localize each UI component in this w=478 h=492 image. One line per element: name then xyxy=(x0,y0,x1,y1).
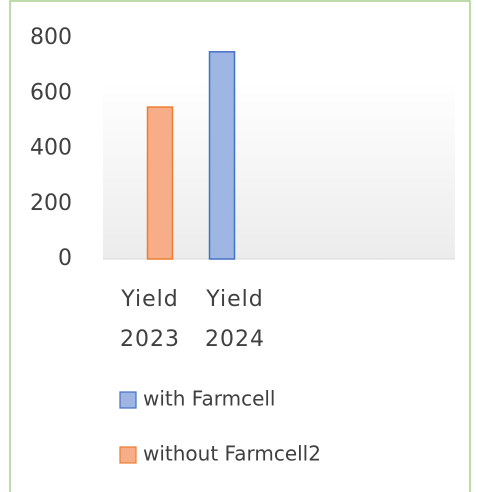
bar xyxy=(208,51,236,260)
y-tick-label: 200 xyxy=(30,191,72,216)
y-tick-label: 800 xyxy=(30,25,72,50)
y-tick-label: 600 xyxy=(30,80,72,105)
legend-swatch xyxy=(119,391,137,409)
bar xyxy=(146,106,174,260)
legend-label: with Farmcell xyxy=(143,387,275,411)
legend-label: without Farmcell2 xyxy=(143,442,321,466)
x-tick-label: Yield 2024 xyxy=(205,287,265,352)
chart-border xyxy=(9,0,471,492)
y-tick-label: 400 xyxy=(30,136,72,161)
x-tick-label: Yield 2023 xyxy=(120,287,180,352)
y-tick-label: 0 xyxy=(58,246,72,271)
legend-swatch xyxy=(119,446,137,464)
